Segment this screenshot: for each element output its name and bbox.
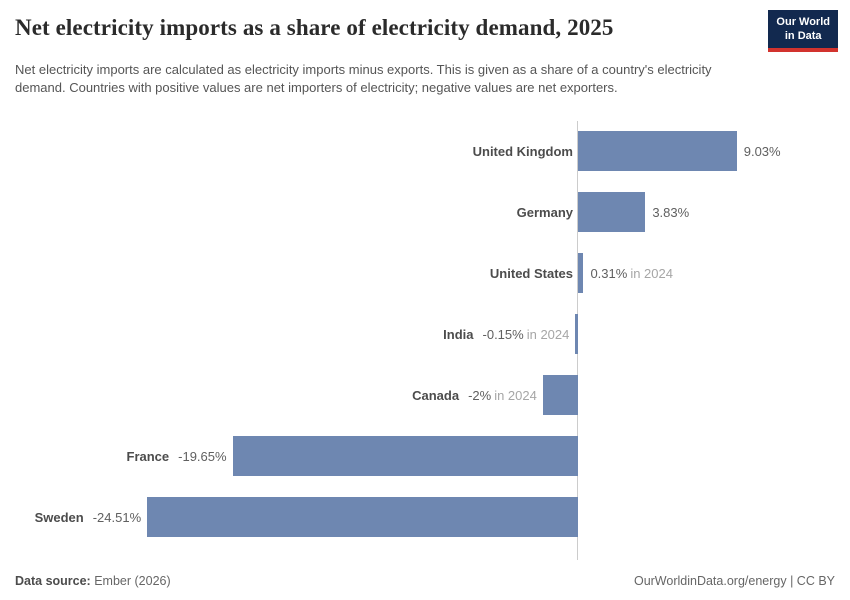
license-label: CC BY <box>796 574 835 588</box>
attribution-link[interactable]: OurWorldinData.org/energy <box>633 574 787 588</box>
category-label-united-kingdom: United Kingdom <box>472 144 573 159</box>
value-suffix-united-states: in 2024 <box>630 266 673 281</box>
data-source-value: Ember (2026) <box>94 574 171 588</box>
value-label-india: -0.15% <box>482 327 524 342</box>
owid-logo: Our World in Data <box>768 10 838 52</box>
category-label-canada: Canada <box>412 388 460 403</box>
data-source: Data source: Ember (2026) <box>15 574 171 588</box>
attribution: OurWorldinData.org/energy | CC BY <box>634 574 835 588</box>
bar-germany[interactable] <box>578 192 646 232</box>
category-label-sweden: Sweden <box>34 510 84 525</box>
category-label-france: France <box>126 449 170 464</box>
bar-chart: United Kingdom 9.03% Germany 3.83% United St… <box>0 121 850 560</box>
category-label-united-states: United States <box>489 266 573 281</box>
bar-united-kingdom[interactable] <box>578 131 737 171</box>
attribution-separator: | <box>786 574 797 588</box>
bar-row-sweden: Sweden -24.51% <box>0 487 850 548</box>
owid-logo-line1: Our World <box>776 16 830 28</box>
value-suffix-india: in 2024 <box>526 327 570 342</box>
value-label-france: -19.65% <box>178 449 227 464</box>
bar-france[interactable] <box>232 436 578 476</box>
bar-united-states[interactable] <box>578 253 584 293</box>
owid-logo-line2: in Data <box>784 29 822 42</box>
bar-canada[interactable] <box>542 375 578 415</box>
page-title: Net electricity imports as a share of el… <box>15 15 614 40</box>
bar-row-united-states: United States 0.31% in 2024 <box>0 243 850 304</box>
bar-row-united-kingdom: United Kingdom 9.03% <box>0 121 850 182</box>
value-label-germany: 3.83% <box>652 205 690 220</box>
bar-india[interactable] <box>575 314 578 354</box>
chart-footer: Data source: Ember (2026) OurWorldinData… <box>15 574 835 588</box>
bar-row-germany: Germany 3.83% <box>0 182 850 243</box>
value-suffix-canada: in 2024 <box>494 388 537 403</box>
value-label-united-states: 0.31% <box>590 266 628 281</box>
bar-sweden[interactable] <box>147 497 578 537</box>
value-label-canada: -2% <box>468 388 492 403</box>
chart-subtitle: Net electricity imports are calculated a… <box>15 62 712 95</box>
bar-row-france: France -19.65% <box>0 426 850 487</box>
value-label-sweden: -24.51% <box>92 510 142 525</box>
category-label-india: India <box>443 327 474 342</box>
value-label-united-kingdom: 9.03% <box>743 144 781 159</box>
category-label-germany: Germany <box>516 205 573 220</box>
bar-row-india: India -0.15% in 2024 <box>0 304 850 365</box>
data-source-label: Data source: <box>15 574 91 588</box>
bar-row-canada: Canada -2% in 2024 <box>0 365 850 426</box>
